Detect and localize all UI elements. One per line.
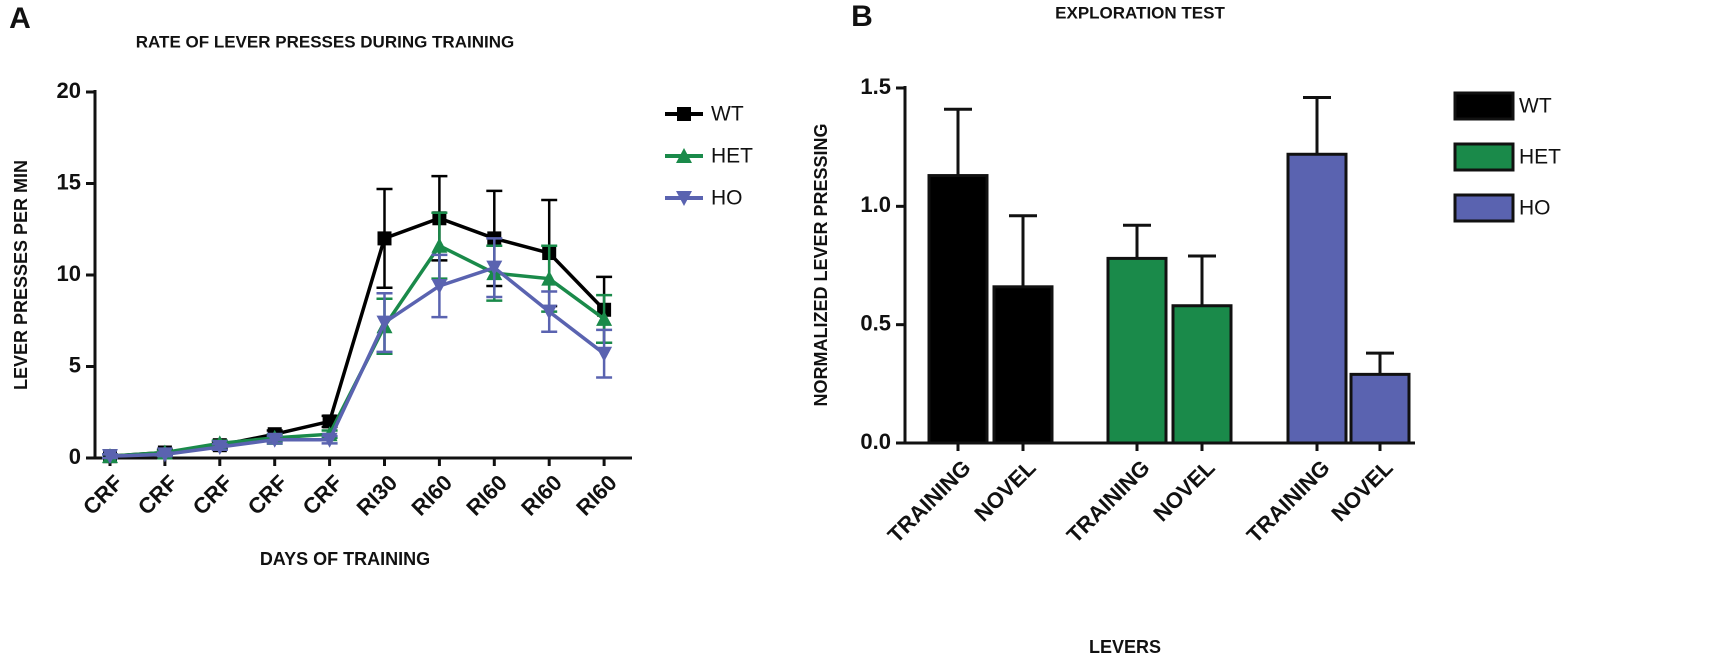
legend-label: WT	[1519, 95, 1552, 118]
bar	[1286, 152, 1348, 445]
legend-label: HET	[1519, 146, 1561, 169]
y-tick-label: 0	[69, 444, 81, 469]
bar	[1171, 304, 1233, 445]
legend-swatch	[1453, 142, 1515, 172]
y-tick-label: 10	[57, 261, 81, 286]
x-axis-label: LEVERS	[1089, 637, 1161, 657]
x-tick-label: CRF	[243, 470, 293, 520]
x-tick-label: CRF	[133, 470, 183, 520]
x-tick-label: RI60	[406, 470, 457, 521]
data-point	[156, 447, 173, 463]
x-tick-label: TRAINING	[1062, 455, 1155, 548]
series	[102, 237, 613, 465]
y-tick-label: 1.5	[860, 74, 891, 99]
error-bar	[1303, 95, 1331, 155]
error-bar	[944, 107, 972, 176]
data-line	[109, 265, 606, 458]
bar	[1106, 256, 1168, 445]
y-axis-label: NORMALIZED LEVER PRESSING	[811, 123, 831, 406]
data-point	[211, 440, 228, 456]
error-bar	[1366, 351, 1394, 375]
data-point	[377, 231, 392, 246]
legend-swatch	[1453, 91, 1515, 121]
x-axis-label: DAYS OF TRAINING	[260, 549, 430, 569]
data-point	[102, 449, 118, 465]
legend-marker	[676, 191, 692, 206]
legend-marker	[676, 148, 692, 163]
data-point	[541, 270, 558, 286]
x-tick-label: NOVEL	[1148, 455, 1219, 526]
data-point	[266, 432, 283, 448]
panel-label: B	[851, 0, 873, 33]
panel-label: A	[9, 2, 31, 35]
error-bar	[1123, 223, 1151, 259]
x-tick-label: RI60	[516, 470, 567, 521]
data-point	[321, 432, 338, 448]
data-point	[486, 260, 503, 276]
x-tick-label: TRAINING	[1242, 455, 1335, 548]
x-tick-label: CRF	[298, 470, 348, 520]
y-tick-label: 20	[57, 78, 81, 103]
y-tick-label: 5	[69, 352, 81, 377]
y-tick-label: 1.0	[860, 192, 891, 217]
bar	[992, 285, 1054, 445]
legend-label: HO	[711, 187, 743, 210]
x-tick-label: NOVEL	[1326, 455, 1397, 526]
chart-title: EXPLORATION TEST	[1055, 3, 1225, 22]
y-tick-label: 15	[57, 169, 81, 194]
legend-swatch	[1453, 193, 1515, 223]
data-point	[431, 237, 448, 253]
x-tick-label: TRAINING	[883, 455, 976, 548]
x-tick-label: RI30	[352, 470, 403, 521]
data-point	[376, 315, 393, 331]
error-bar	[1188, 254, 1216, 306]
x-tick-label: RI60	[461, 470, 512, 521]
error-bar	[1009, 214, 1037, 287]
data-point	[431, 278, 448, 294]
legend-label: WT	[711, 103, 744, 126]
x-tick-label: CRF	[188, 470, 238, 520]
legend-label: HET	[711, 145, 753, 168]
legend-marker	[677, 107, 691, 121]
x-tick-label: RI60	[571, 470, 622, 521]
legend-label: HO	[1519, 197, 1551, 220]
x-tick-label: NOVEL	[969, 455, 1040, 526]
y-axis-label: LEVER PRESSES PER MIN	[11, 160, 31, 390]
chart-title: RATE OF LEVER PRESSES DURING TRAINING	[136, 32, 514, 51]
data-line	[109, 216, 606, 458]
data-point	[596, 346, 613, 362]
data-point	[596, 310, 613, 326]
x-tick-label: CRF	[78, 470, 128, 520]
y-tick-label: 0.5	[860, 310, 891, 335]
series	[102, 174, 613, 464]
bar	[1349, 372, 1411, 445]
y-tick-label: 0.0	[860, 429, 891, 454]
data-point	[541, 304, 558, 320]
data-line	[109, 243, 606, 458]
bar	[927, 174, 989, 445]
